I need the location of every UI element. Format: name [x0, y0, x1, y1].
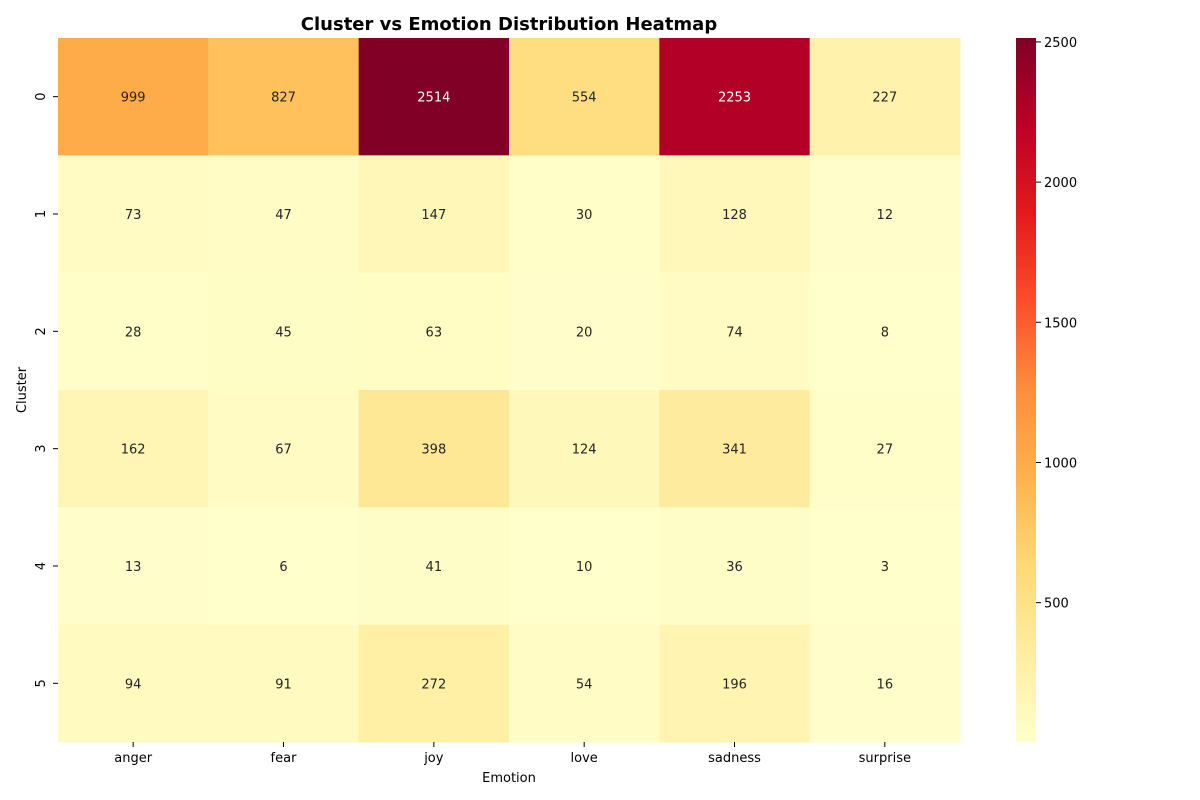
cell-value-label: 2514 [417, 91, 450, 106]
heatmap-cell [358, 390, 510, 508]
x-tick-label: sadness [708, 751, 761, 766]
cell-value-label: 3 [881, 560, 889, 575]
heatmap-cell [208, 507, 360, 626]
x-tick-label: joy [423, 751, 444, 766]
x-tick-label: anger [114, 751, 152, 766]
y-tick-label: 4 [34, 562, 49, 570]
cell-value-label: 554 [572, 91, 597, 106]
heatmap-cell [58, 155, 209, 274]
cell-value-label: 147 [421, 208, 446, 223]
heatmap-cell [809, 38, 961, 156]
cell-value-label: 94 [125, 677, 142, 692]
cell-value-label: 63 [426, 325, 443, 340]
colorbar-gradient [1016, 38, 1036, 742]
y-tick-label: 3 [34, 445, 49, 453]
colorbar-tick-label: 500 [1044, 597, 1069, 612]
cell-value-label: 30 [576, 208, 593, 223]
heatmap-cell [358, 507, 510, 626]
heatmap-cell [509, 390, 660, 508]
cell-value-label: 54 [576, 677, 593, 692]
cell-value-label: 45 [275, 325, 292, 340]
heatmap-cell [58, 38, 209, 156]
x-tick-label: love [571, 751, 598, 766]
cell-value-label: 827 [271, 91, 296, 106]
heatmap-cell [809, 390, 961, 508]
cell-value-label: 47 [275, 208, 292, 223]
x-axis-label: Emotion [482, 771, 536, 786]
heatmap-cell [659, 38, 811, 156]
cell-value-label: 73 [125, 208, 142, 223]
x-axis: anger fear joy love sadness surprise [114, 742, 911, 766]
heatmap-cell [58, 507, 209, 626]
heatmap-cell [509, 507, 660, 626]
y-tick-label: 5 [34, 679, 49, 687]
y-tick-label: 2 [34, 327, 49, 335]
heatmap-cell [659, 272, 811, 391]
heatmap-cell [358, 624, 510, 743]
heatmap-cell [509, 272, 660, 391]
cell-value-label: 999 [121, 91, 146, 106]
y-axis: 0 1 2 3 4 5 [34, 93, 58, 687]
heatmap-cell [659, 155, 811, 274]
heatmap-cell [208, 624, 360, 743]
heatmap-cell [358, 272, 510, 391]
cell-value-label: 8 [881, 325, 889, 340]
heatmap-cell [208, 155, 360, 274]
cell-value-label: 2253 [718, 91, 751, 106]
cell-value-label: 28 [125, 325, 142, 340]
cell-value-label: 398 [421, 443, 446, 458]
y-tick-label: 0 [34, 93, 49, 101]
colorbar-tick-label: 1500 [1044, 316, 1077, 331]
heatmap-cell [208, 38, 360, 156]
cell-value-label: 74 [726, 325, 743, 340]
heatmap-cell [809, 624, 961, 743]
y-tick-label: 1 [34, 210, 49, 218]
heatmap-cell [58, 390, 209, 508]
y-axis-label: Cluster [15, 366, 30, 413]
colorbar: 500 1000 1500 2000 2500 [1016, 36, 1077, 742]
heatmap-cell [809, 507, 961, 626]
cell-value-label: 10 [576, 560, 593, 575]
cell-value-label: 227 [872, 91, 897, 106]
heatmap-cell [659, 390, 811, 508]
cell-value-label: 20 [576, 325, 593, 340]
colorbar-tick-label: 2000 [1044, 176, 1077, 191]
heatmap-cell [358, 155, 510, 274]
heatmap-cell [509, 38, 660, 156]
cell-value-label: 16 [877, 677, 894, 692]
heatmap-cell [509, 624, 660, 743]
cell-value-label: 27 [877, 443, 894, 458]
heatmap-cell [509, 155, 660, 274]
heatmap-cell [58, 624, 209, 743]
cell-value-label: 12 [877, 208, 894, 223]
cell-value-label: 91 [275, 677, 292, 692]
x-tick-label: fear [271, 751, 298, 766]
cell-value-label: 128 [722, 208, 747, 223]
cell-value-label: 196 [722, 677, 747, 692]
cell-value-label: 341 [722, 443, 747, 458]
heatmap-cell [659, 624, 811, 743]
colorbar-tick-label: 1000 [1044, 456, 1077, 471]
heatmap-cell [659, 507, 811, 626]
heatmap-cell [358, 38, 510, 156]
chart-title: Cluster vs Emotion Distribution Heatmap [301, 14, 718, 35]
cell-value-label: 67 [275, 443, 292, 458]
cell-value-label: 272 [421, 677, 446, 692]
cell-value-label: 6 [279, 560, 287, 575]
cell-value-label: 41 [426, 560, 443, 575]
cell-value-label: 124 [572, 443, 597, 458]
cell-value-label: 36 [726, 560, 743, 575]
heatmap-cell [809, 155, 961, 274]
x-tick-label: surprise [859, 751, 911, 766]
heatmap-cell [208, 272, 360, 391]
heatmap-cell [58, 272, 209, 391]
cell-value-label: 13 [125, 560, 142, 575]
cell-value-label: 162 [121, 443, 146, 458]
colorbar-tick-label: 2500 [1044, 36, 1077, 51]
heatmap-cell [809, 272, 961, 391]
heatmap-cell [208, 390, 360, 508]
